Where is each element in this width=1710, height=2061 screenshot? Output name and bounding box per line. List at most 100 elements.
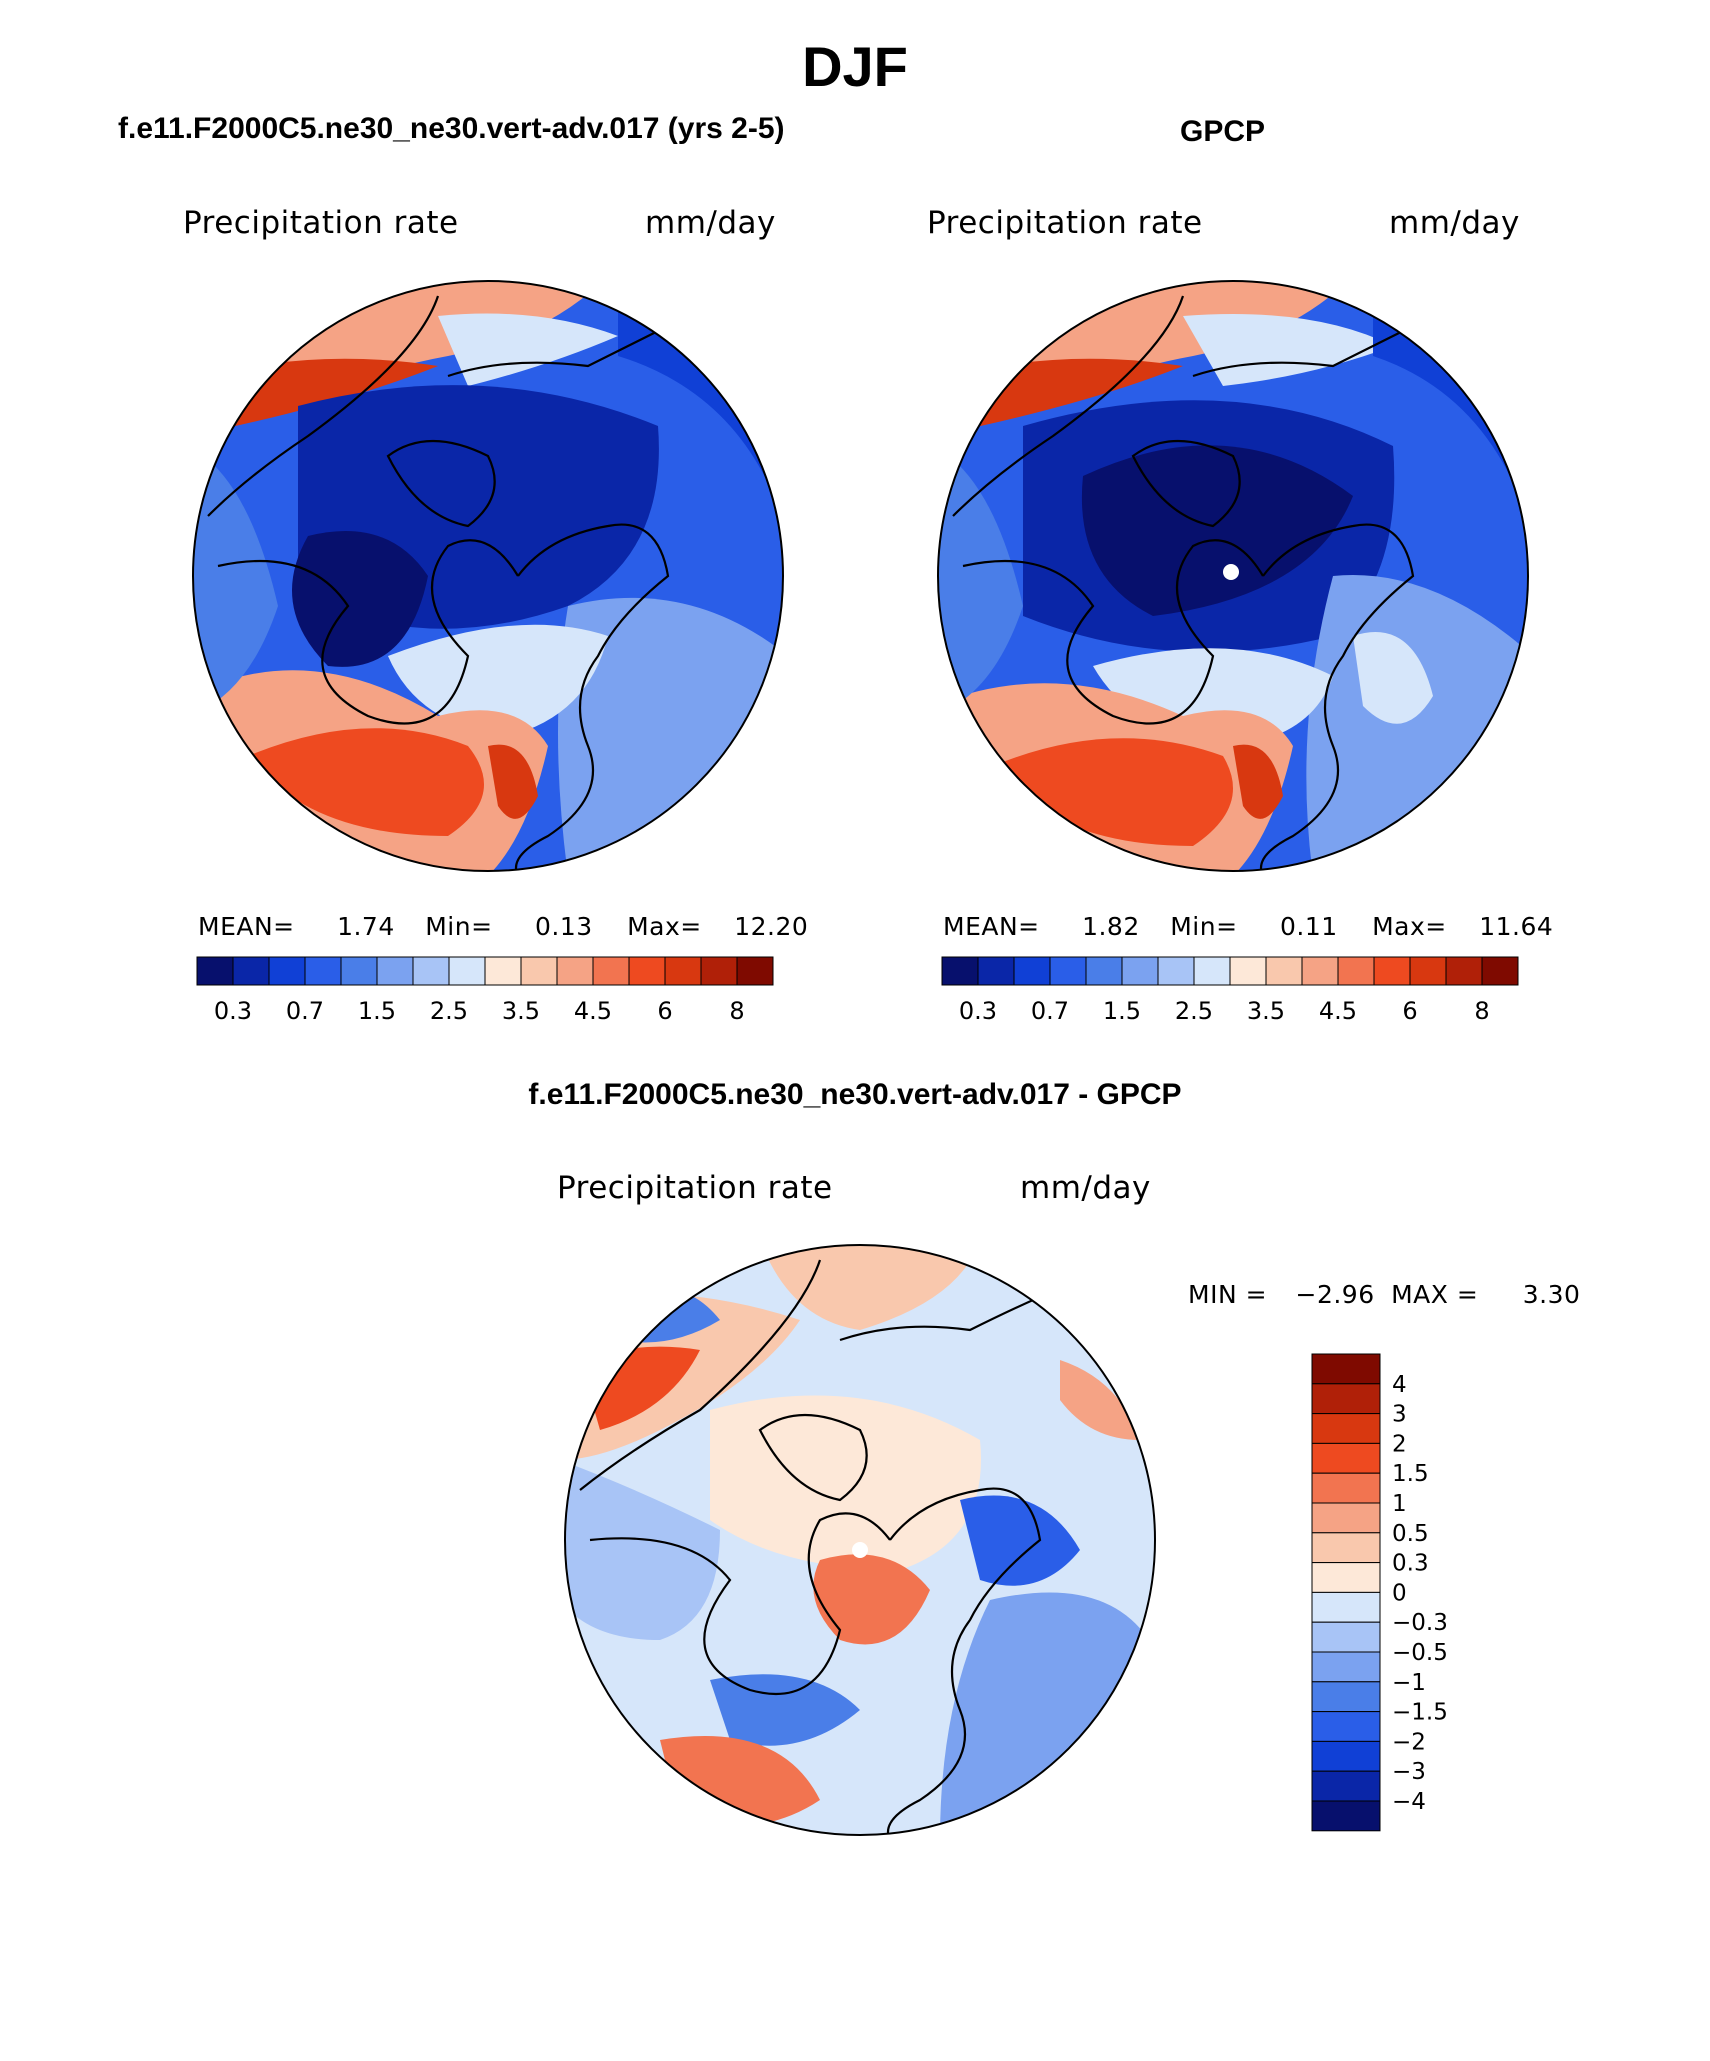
coastline-north-america xyxy=(952,295,1264,725)
colorbar-tick-label: −0.3 xyxy=(1392,1610,1448,1636)
colorbar-box xyxy=(1311,1651,1381,1683)
colorbar-box xyxy=(1311,1442,1381,1474)
colorbar-box xyxy=(1311,1740,1381,1772)
colorbar-box xyxy=(1445,956,1483,986)
colorbar-box xyxy=(1311,1562,1381,1593)
max-value: 3.30 xyxy=(1522,1280,1581,1309)
diff-region-greenland-plus xyxy=(813,1554,930,1645)
coastline-greenland xyxy=(386,440,496,528)
obs-stats: MEAN= 1.82 Min= 0.11 Max= 11.64 xyxy=(943,912,1553,941)
colorbar-box xyxy=(1193,956,1231,986)
precip-region-atlantic-storm xyxy=(993,738,1233,846)
colorbar-tick-label: 3.5 xyxy=(502,997,540,1025)
colorbar-tick-label: 6 xyxy=(657,997,672,1025)
max-label: Max= xyxy=(1372,912,1447,941)
colorbar-tick-label: 0.7 xyxy=(1031,997,1069,1025)
min-label: Min= xyxy=(1170,912,1238,941)
colorbar-tick-label: 0.3 xyxy=(1392,1551,1429,1577)
colorbar-box xyxy=(1409,956,1447,986)
page-title: DJF xyxy=(802,35,908,98)
colorbar-tick-label: 8 xyxy=(1474,997,1489,1025)
diff-region-arctic xyxy=(710,1395,981,1570)
colorbar-box xyxy=(1311,1681,1381,1713)
colorbar-tick-label: 1.5 xyxy=(358,997,396,1025)
colorbar-tick-label: 8 xyxy=(729,997,744,1025)
colorbar-box xyxy=(1311,1502,1381,1534)
map-boundary xyxy=(564,1244,1156,1836)
colorbar-tick-label: −2 xyxy=(1392,1729,1426,1755)
diff-region-canada xyxy=(565,1460,720,1640)
obs-left-string: Precipitation rate xyxy=(927,205,1203,241)
pole-marker xyxy=(1223,564,1239,580)
max-label: MAX = xyxy=(1391,1280,1479,1309)
colorbar-box xyxy=(232,956,270,986)
diff-region-siberia-plus xyxy=(1060,1360,1140,1440)
map-boundary xyxy=(937,280,1529,872)
colorbar-box xyxy=(556,956,594,986)
coastline-north-america xyxy=(579,1259,891,1695)
colorbar-tick-label: 1.5 xyxy=(1103,997,1141,1025)
mean-label: MEAN= xyxy=(943,912,1040,941)
min-value: −2.96 xyxy=(1295,1280,1375,1309)
colorbar-tick-label: −4 xyxy=(1392,1789,1426,1815)
colorbar-box xyxy=(1265,956,1303,986)
colorbar-tick-label: 4.5 xyxy=(1319,997,1357,1025)
mean-value: 1.82 xyxy=(1082,912,1140,941)
diff-left-string: Precipitation rate xyxy=(557,1170,833,1206)
colorbar-tick-label: 0.5 xyxy=(1392,1521,1429,1547)
mean-value: 1.74 xyxy=(337,912,395,941)
colorbar-tick-label: −0.5 xyxy=(1392,1640,1448,1666)
model-colorbar: 0.3 0.7 1.5 2.5 3.5 4.5 6 8 xyxy=(196,956,774,1025)
colorbar-box xyxy=(628,956,666,986)
model-stats: MEAN= 1.74 Min= 0.13 Max= 12.20 xyxy=(198,912,808,941)
colorbar-box xyxy=(1311,1532,1381,1564)
colorbar-box xyxy=(1373,956,1411,986)
colorbar-box xyxy=(1229,956,1267,986)
diff-panel-title: f.e11.F2000C5.ne30_ne30.vert-adv.017 - G… xyxy=(528,1078,1182,1111)
colorbar-tick-label: 4.5 xyxy=(574,997,612,1025)
colorbar-tick-label: 6 xyxy=(1402,997,1417,1025)
colorbar-tick-label: 2.5 xyxy=(1175,997,1213,1025)
coastline-greenland xyxy=(758,1414,868,1502)
colorbar-box xyxy=(1311,1591,1381,1623)
model-right-string: mm/day xyxy=(645,205,776,241)
colorbar-box xyxy=(977,956,1015,986)
colorbar-tick-label: 2.5 xyxy=(430,997,468,1025)
colorbar-box xyxy=(1311,1413,1381,1444)
colorbar-tick-label: 2 xyxy=(1392,1431,1407,1457)
precip-region-atlantic-storm xyxy=(248,728,484,836)
coastline-north-america xyxy=(207,295,519,725)
colorbar-box xyxy=(196,956,234,986)
colorbar-tick-label: 0 xyxy=(1392,1580,1407,1606)
colorbar-tick-label: 1 xyxy=(1392,1491,1407,1517)
diff-colorbar: 4 3 2 1.5 1 0.5 0.3 0 −0.3 −0.5 −1 −1.5 −2 −3 −4 xyxy=(1311,1353,1448,1832)
diff-region-siberia-low xyxy=(960,1495,1080,1586)
colorbar-box xyxy=(412,956,450,986)
colorbar-tick-label: 4 xyxy=(1392,1372,1407,1398)
colorbar-box xyxy=(1049,956,1087,986)
precip-region-canada-low xyxy=(292,531,428,667)
precip-region-norway xyxy=(488,744,538,819)
colorbar-box xyxy=(1311,1621,1381,1653)
colorbar-box xyxy=(1085,956,1123,986)
min-label: MIN = xyxy=(1188,1280,1268,1309)
colorbar-box xyxy=(664,956,702,986)
model-polar-map xyxy=(192,280,784,872)
colorbar-tick-label: 0.3 xyxy=(214,997,252,1025)
obs-right-string: mm/day xyxy=(1389,205,1520,241)
precip-region-norway xyxy=(1233,744,1283,819)
colorbar-box xyxy=(1301,956,1339,986)
max-label: Max= xyxy=(627,912,702,941)
obs-polar-map xyxy=(937,280,1529,872)
colorbar-tick-label: −3 xyxy=(1392,1759,1426,1785)
colorbar-box xyxy=(1121,956,1159,986)
model-left-string: Precipitation rate xyxy=(183,205,459,241)
colorbar-box xyxy=(1311,1770,1381,1802)
colorbar-box xyxy=(1311,1711,1381,1742)
colorbar-box xyxy=(448,956,486,986)
max-value: 12.20 xyxy=(734,912,809,941)
colorbar-tick-label: 0.7 xyxy=(286,997,324,1025)
coastline-greenland xyxy=(1131,440,1241,528)
precip-region-siberia-pale xyxy=(1353,632,1433,724)
colorbar-box xyxy=(1311,1800,1381,1832)
